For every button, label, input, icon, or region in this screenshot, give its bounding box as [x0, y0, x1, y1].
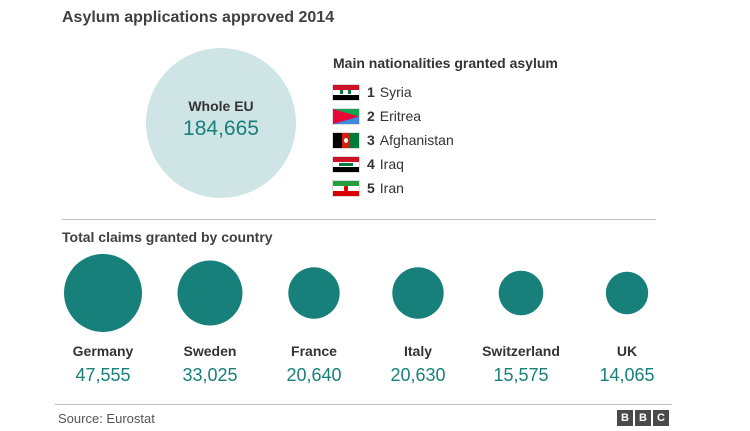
list-item: 4 Iraq [333, 152, 454, 176]
nationality-rank: 2 [367, 108, 375, 124]
country-label: UK [617, 343, 637, 359]
whole-eu-label: Whole EU [188, 98, 254, 114]
nationality-name: Eritrea [379, 108, 422, 124]
country-section-title: Total claims granted by country [62, 229, 273, 245]
eritrea-flag-icon [333, 108, 359, 124]
bubble-italy [392, 267, 444, 319]
bubble-france [288, 267, 340, 319]
chart-title: Asylum applications approved 2014 [62, 9, 335, 26]
logo-letter: C [653, 410, 669, 426]
nationality-name: Syria [379, 84, 412, 100]
nationality-name: Afghanistan [379, 132, 454, 148]
source-note: Source: Eurostat [58, 411, 155, 426]
bubble-uk [605, 271, 649, 315]
syria-flag-icon [333, 84, 359, 100]
whole-eu-circle [146, 48, 296, 198]
bbc-logo: B B C [617, 410, 669, 426]
nationality-rank: 1 [367, 84, 375, 100]
list-item: 1 Syria [333, 80, 454, 104]
afghanistan-flag-icon [333, 132, 359, 148]
country-label: France [291, 343, 337, 359]
country-value: 33,025 [182, 365, 237, 385]
nationality-name: Iraq [379, 156, 404, 172]
country-bubble-chart: Germany 47,555 Sweden 33,025 France 20,640 Ita… [64, 254, 655, 385]
section-divider [62, 219, 656, 220]
country-value: 20,630 [390, 365, 445, 385]
list-item: 5 Iran [333, 176, 454, 200]
whole-eu-value: 184,665 [183, 117, 259, 140]
nationalities-title: Main nationalities granted asylum [333, 55, 558, 71]
nationalities-list: 1 Syria 2 Eritrea 3 Afghanistan 4 Iraq [333, 80, 454, 200]
country-value: 47,555 [75, 365, 130, 385]
nationality-rank: 5 [367, 180, 375, 196]
country-label: Italy [404, 343, 432, 359]
footer-divider [55, 404, 672, 405]
logo-letter: B [635, 410, 651, 426]
country-value: 14,065 [599, 365, 654, 385]
list-item: 2 Eritrea [333, 104, 454, 128]
logo-letter: B [617, 410, 633, 426]
country-label: Sweden [184, 343, 237, 359]
bubble-germany [64, 254, 142, 332]
nationality-name: Iran [379, 180, 404, 196]
bubble-sweden [177, 260, 243, 326]
iran-flag-icon [333, 180, 359, 196]
bubble-switzerland [498, 270, 544, 316]
country-value: 15,575 [493, 365, 548, 385]
nationality-rank: 4 [367, 156, 375, 172]
list-item: 3 Afghanistan [333, 128, 454, 152]
iraq-flag-icon [333, 156, 359, 172]
country-value: 20,640 [286, 365, 341, 385]
country-label: Switzerland [482, 343, 560, 359]
country-label: Germany [73, 343, 134, 359]
nationality-rank: 3 [367, 132, 375, 148]
